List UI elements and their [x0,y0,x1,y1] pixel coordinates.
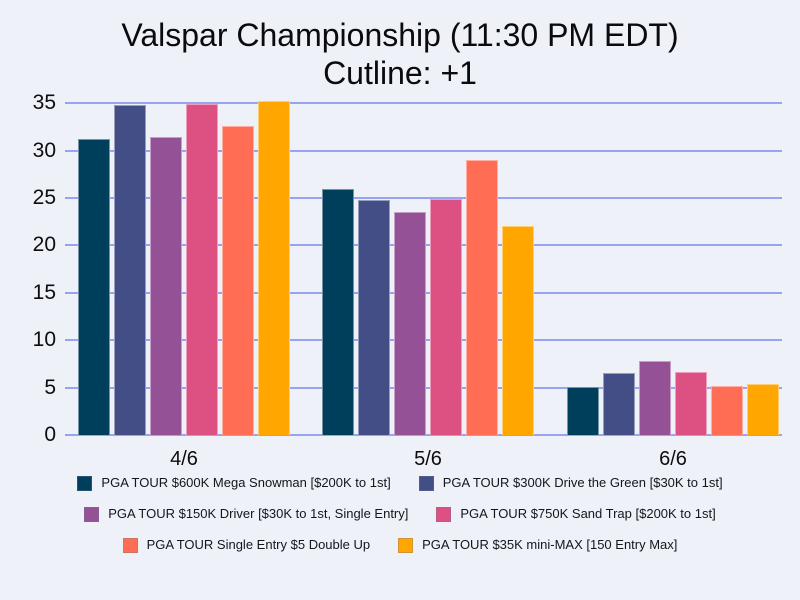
legend-item: PGA TOUR $300K Drive the Green [$30K to … [418,474,723,492]
legend-swatch-icon [84,506,100,522]
legend-swatch-icon [436,506,452,522]
y-tick-label: 20 [32,233,56,257]
bar [114,105,146,435]
y-tick-label: 30 [32,138,56,162]
gridline [65,197,782,200]
gridline [65,102,782,105]
bar [711,385,743,435]
x-category-label: 4/6 [170,448,198,470]
y-tick-label: 35 [32,91,56,115]
legend: PGA TOUR $600K Mega Snowman [$200K to 1s… [0,474,800,554]
legend-swatch-icon [122,537,138,553]
chart-title: Valspar Championship (11:30 PM EDT) Cutl… [0,16,800,92]
bar-group-5-6 [322,90,534,435]
x-category-label: 5/6 [414,448,442,470]
gridline [65,434,782,436]
bar [567,386,599,435]
legend-label: PGA TOUR Single Entry $5 Double Up [146,537,371,552]
legend-label: PGA TOUR $300K Drive the Green [$30K to … [442,475,723,490]
bar [258,101,290,435]
chart-title-line2: Cutline: +1 [323,55,477,91]
y-tick-label: 5 [44,375,56,399]
legend-swatch-icon [418,475,434,491]
legend-item: PGA TOUR $35K mini-MAX [150 Entry Max] [398,536,677,554]
bar [747,383,779,435]
bar [150,137,182,435]
bar [78,139,110,435]
y-tick-label: 15 [32,280,56,304]
legend-swatch-icon [398,537,414,553]
gridline [65,149,782,152]
legend-row: PGA TOUR Single Entry $5 Double Up PGA TO… [0,536,800,554]
legend-item: PGA TOUR $150K Driver [$30K to 1st, Sing… [84,505,408,523]
bar-group-4-6 [78,90,290,435]
legend-item: PGA TOUR Single Entry $5 Double Up [122,536,371,554]
y-tick-label: 10 [32,328,56,352]
x-axis-labels: 4/6 5/6 6/6 [65,447,782,473]
legend-label: PGA TOUR $750K Sand Trap [$200K to 1st] [460,506,716,521]
legend-item: PGA TOUR $750K Sand Trap [$200K to 1st] [436,505,716,523]
bar [186,104,218,435]
legend-label: PGA TOUR $150K Driver [$30K to 1st, Sing… [108,506,409,521]
bar [502,225,534,435]
plot-area [65,90,782,436]
y-tick-label: 0 [44,423,56,446]
bar [222,126,254,435]
legend-swatch-icon [77,475,93,491]
x-category-label: 6/6 [659,448,687,470]
chart-title-line1: Valspar Championship (11:30 PM EDT) [121,17,679,53]
bar [394,212,426,435]
bar [430,199,462,435]
legend-row: PGA TOUR $600K Mega Snowman [$200K to 1s… [0,474,800,492]
bar [603,373,635,435]
bar [675,372,707,435]
legend-item: PGA TOUR $600K Mega Snowman [$200K to 1s… [77,474,391,492]
y-axis-labels: 0 5 10 15 20 25 30 35 [0,90,56,446]
legend-label: PGA TOUR $35K mini-MAX [150 Entry Max] [422,537,678,552]
bar [639,361,671,435]
legend-label: PGA TOUR $600K Mega Snowman [$200K to 1s… [101,475,391,490]
bar [466,160,498,435]
y-tick-label: 25 [32,186,56,210]
bar [322,188,354,435]
legend-row: PGA TOUR $150K Driver [$30K to 1st, Sing… [0,505,800,523]
bar [358,199,390,435]
bar-group-6-6 [567,90,779,435]
